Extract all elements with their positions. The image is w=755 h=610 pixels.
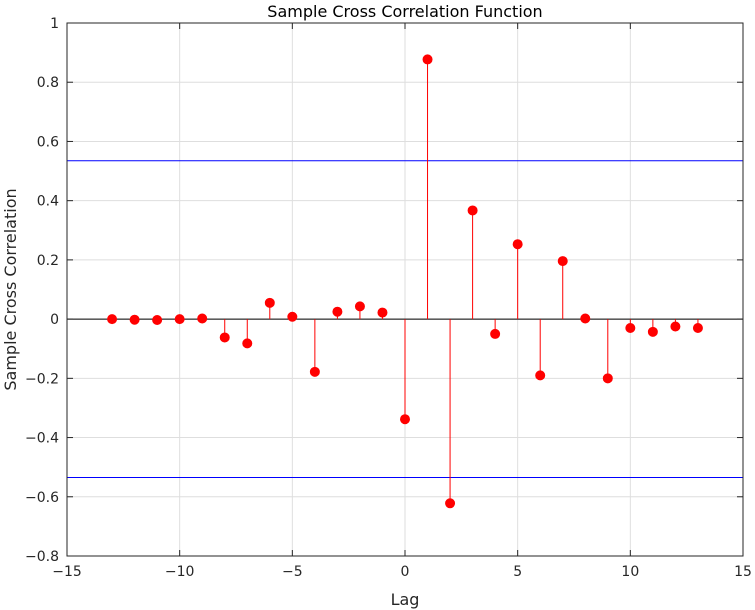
- y-tick-label: −0.4: [25, 431, 59, 447]
- y-ticks: −0.8 −0.6 −0.4 −0.2 0 0.2 0.4 0.6 0.8 1: [25, 16, 743, 565]
- y-tick-label: 0.4: [37, 194, 59, 210]
- x-ticks: −15 −10 −5 0 5 10 15: [52, 23, 752, 580]
- stem-marker: [670, 321, 681, 332]
- x-tick-label: −10: [165, 564, 195, 580]
- stem-marker: [692, 322, 703, 333]
- stem-marker: [512, 239, 523, 250]
- y-tick-label: 0: [50, 312, 59, 328]
- stem-marker: [535, 370, 546, 381]
- stem-marker: [580, 313, 591, 324]
- stem-marker: [377, 307, 388, 318]
- x-tick-label: 15: [734, 564, 752, 580]
- y-tick-label: 0.8: [37, 75, 59, 91]
- stem-marker: [197, 313, 208, 324]
- stem-marker: [647, 326, 658, 337]
- confidence-bounds: [67, 160, 743, 479]
- stem-marker: [152, 314, 163, 325]
- y-tick-label: 1: [50, 16, 59, 32]
- stem-marker: [602, 373, 613, 384]
- x-tick-label: 0: [401, 564, 410, 580]
- stem-marker: [242, 338, 253, 349]
- y-tick-label: 0.6: [37, 134, 59, 150]
- stem-series: [107, 54, 703, 509]
- x-axis-label: Lag: [391, 590, 420, 609]
- stem-marker: [264, 297, 275, 308]
- stem-marker: [625, 322, 636, 333]
- stem-marker: [129, 314, 140, 325]
- stem-marker: [332, 306, 343, 317]
- stem-marker: [467, 205, 478, 216]
- y-axis-label: Sample Cross Correlation: [1, 188, 20, 390]
- stem-marker: [557, 256, 568, 267]
- y-tick-label: −0.2: [25, 371, 59, 387]
- x-tick-label: 5: [513, 564, 522, 580]
- stem-marker: [445, 498, 456, 509]
- stem-marker: [400, 414, 410, 425]
- y-tick-label: −0.6: [25, 490, 59, 506]
- y-tick-label: −0.8: [25, 549, 59, 565]
- x-tick-label: −15: [52, 564, 82, 580]
- y-tick-label: 0.2: [37, 253, 59, 269]
- chart-title: Sample Cross Correlation Function: [267, 2, 542, 21]
- stem-marker: [287, 311, 298, 322]
- stem-marker: [422, 54, 433, 65]
- x-tick-label: −5: [282, 564, 303, 580]
- stem-marker: [309, 366, 320, 377]
- stem-marker: [174, 314, 185, 325]
- stem-marker: [219, 332, 230, 343]
- x-tick-label: 10: [621, 564, 639, 580]
- stem-marker: [490, 328, 501, 339]
- stem-marker: [107, 314, 118, 325]
- stem-marker: [354, 301, 365, 312]
